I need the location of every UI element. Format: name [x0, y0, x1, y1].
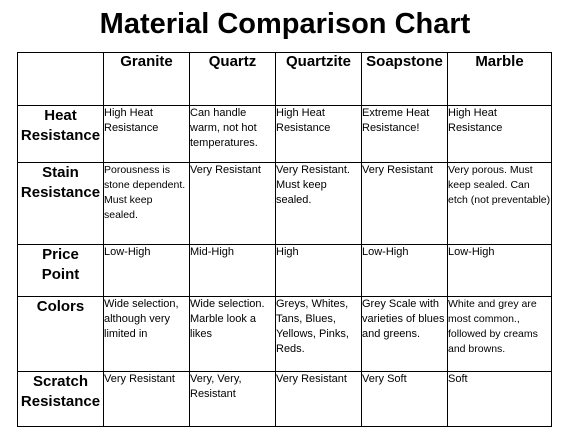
table-cell: Porousness is stone dependent. Must keep…: [103, 162, 190, 245]
table-cell: Greys, Whites, Tans, Blues, Yellows, Pin…: [275, 296, 362, 372]
table-cell: High Heat Resistance: [103, 105, 190, 163]
table-cell: Wide selection. Marble look a likes: [189, 296, 276, 372]
table-cell: Mid-High: [189, 244, 276, 297]
table-row-heat-resistance: Heat Resistance High Heat Resistance Can…: [17, 105, 552, 163]
table-cell: Very Resistant: [189, 162, 276, 245]
table-cell: Low-High: [103, 244, 190, 297]
column-header-quartz: Quartz: [189, 52, 276, 106]
row-header-line: Resistance: [20, 393, 101, 410]
table-row-scratch-resistance: Scratch Resistance Very Resistant Very, …: [17, 371, 552, 427]
row-header-line: Resistance: [20, 184, 101, 201]
corner-cell: [17, 52, 104, 106]
table-cell: Soft: [447, 371, 552, 427]
table-row-stain-resistance: Stain Resistance Porousness is stone dep…: [17, 162, 552, 245]
table-cell: Very Resistant. Must keep sealed.: [275, 162, 362, 245]
table-cell: Very Resistant: [275, 371, 362, 427]
table-row-price-point: Price Point Low-High Mid-High High Low-H…: [17, 244, 552, 297]
table-cell: Low-High: [361, 244, 448, 297]
row-header-price-point: Price Point: [17, 244, 104, 297]
table-cell: Very Soft: [361, 371, 448, 427]
column-header-quartzite: Quartzite: [275, 52, 362, 106]
table-cell: High: [275, 244, 362, 297]
row-header-line: Resistance: [20, 127, 101, 144]
column-header-marble: Marble: [447, 52, 552, 106]
table-cell: Wide selection, although very limited in: [103, 296, 190, 372]
table-cell: Very Resistant: [103, 371, 190, 427]
table-cell: Extreme Heat Resistance!: [361, 105, 448, 163]
row-header-line: Heat: [44, 107, 77, 124]
row-header-line: Colors: [36, 298, 85, 315]
table-cell: White and grey are most common., followe…: [447, 296, 552, 372]
row-header-colors: Colors: [17, 296, 104, 372]
column-header-soapstone: Soapstone: [361, 52, 448, 106]
table-cell: Can handle warm, not hot temperatures.: [189, 105, 276, 163]
header-row: Granite Quartz Quartzite Soapstone Marbl…: [17, 52, 552, 106]
row-header-line: Price: [42, 246, 79, 263]
column-header-granite: Granite: [103, 52, 190, 106]
row-header-line: Point: [41, 266, 80, 283]
table-cell: High Heat Resistance: [447, 105, 552, 163]
row-header-line: Stain: [42, 164, 79, 181]
row-header-scratch-resistance: Scratch Resistance: [17, 371, 104, 427]
table-cell: High Heat Resistance: [275, 105, 362, 163]
table-cell: Grey Scale with varieties of blues and g…: [361, 296, 448, 372]
comparison-table: Granite Quartz Quartzite Soapstone Marbl…: [17, 52, 552, 427]
page-title: Material Comparison Chart: [99, 8, 471, 40]
table-cell: Very, Very, Resistant: [189, 371, 276, 427]
row-header-stain-resistance: Stain Resistance: [17, 162, 104, 245]
table-cell: Very Resistant: [361, 162, 448, 245]
table-row-colors: Colors Wide selection, although very lim…: [17, 296, 552, 372]
row-header-heat-resistance: Heat Resistance: [17, 105, 104, 163]
row-header-line: Scratch: [32, 373, 89, 390]
table-cell: Low-High: [447, 244, 552, 297]
table-cell: Very porous. Must keep sealed. Can etch …: [447, 162, 552, 245]
